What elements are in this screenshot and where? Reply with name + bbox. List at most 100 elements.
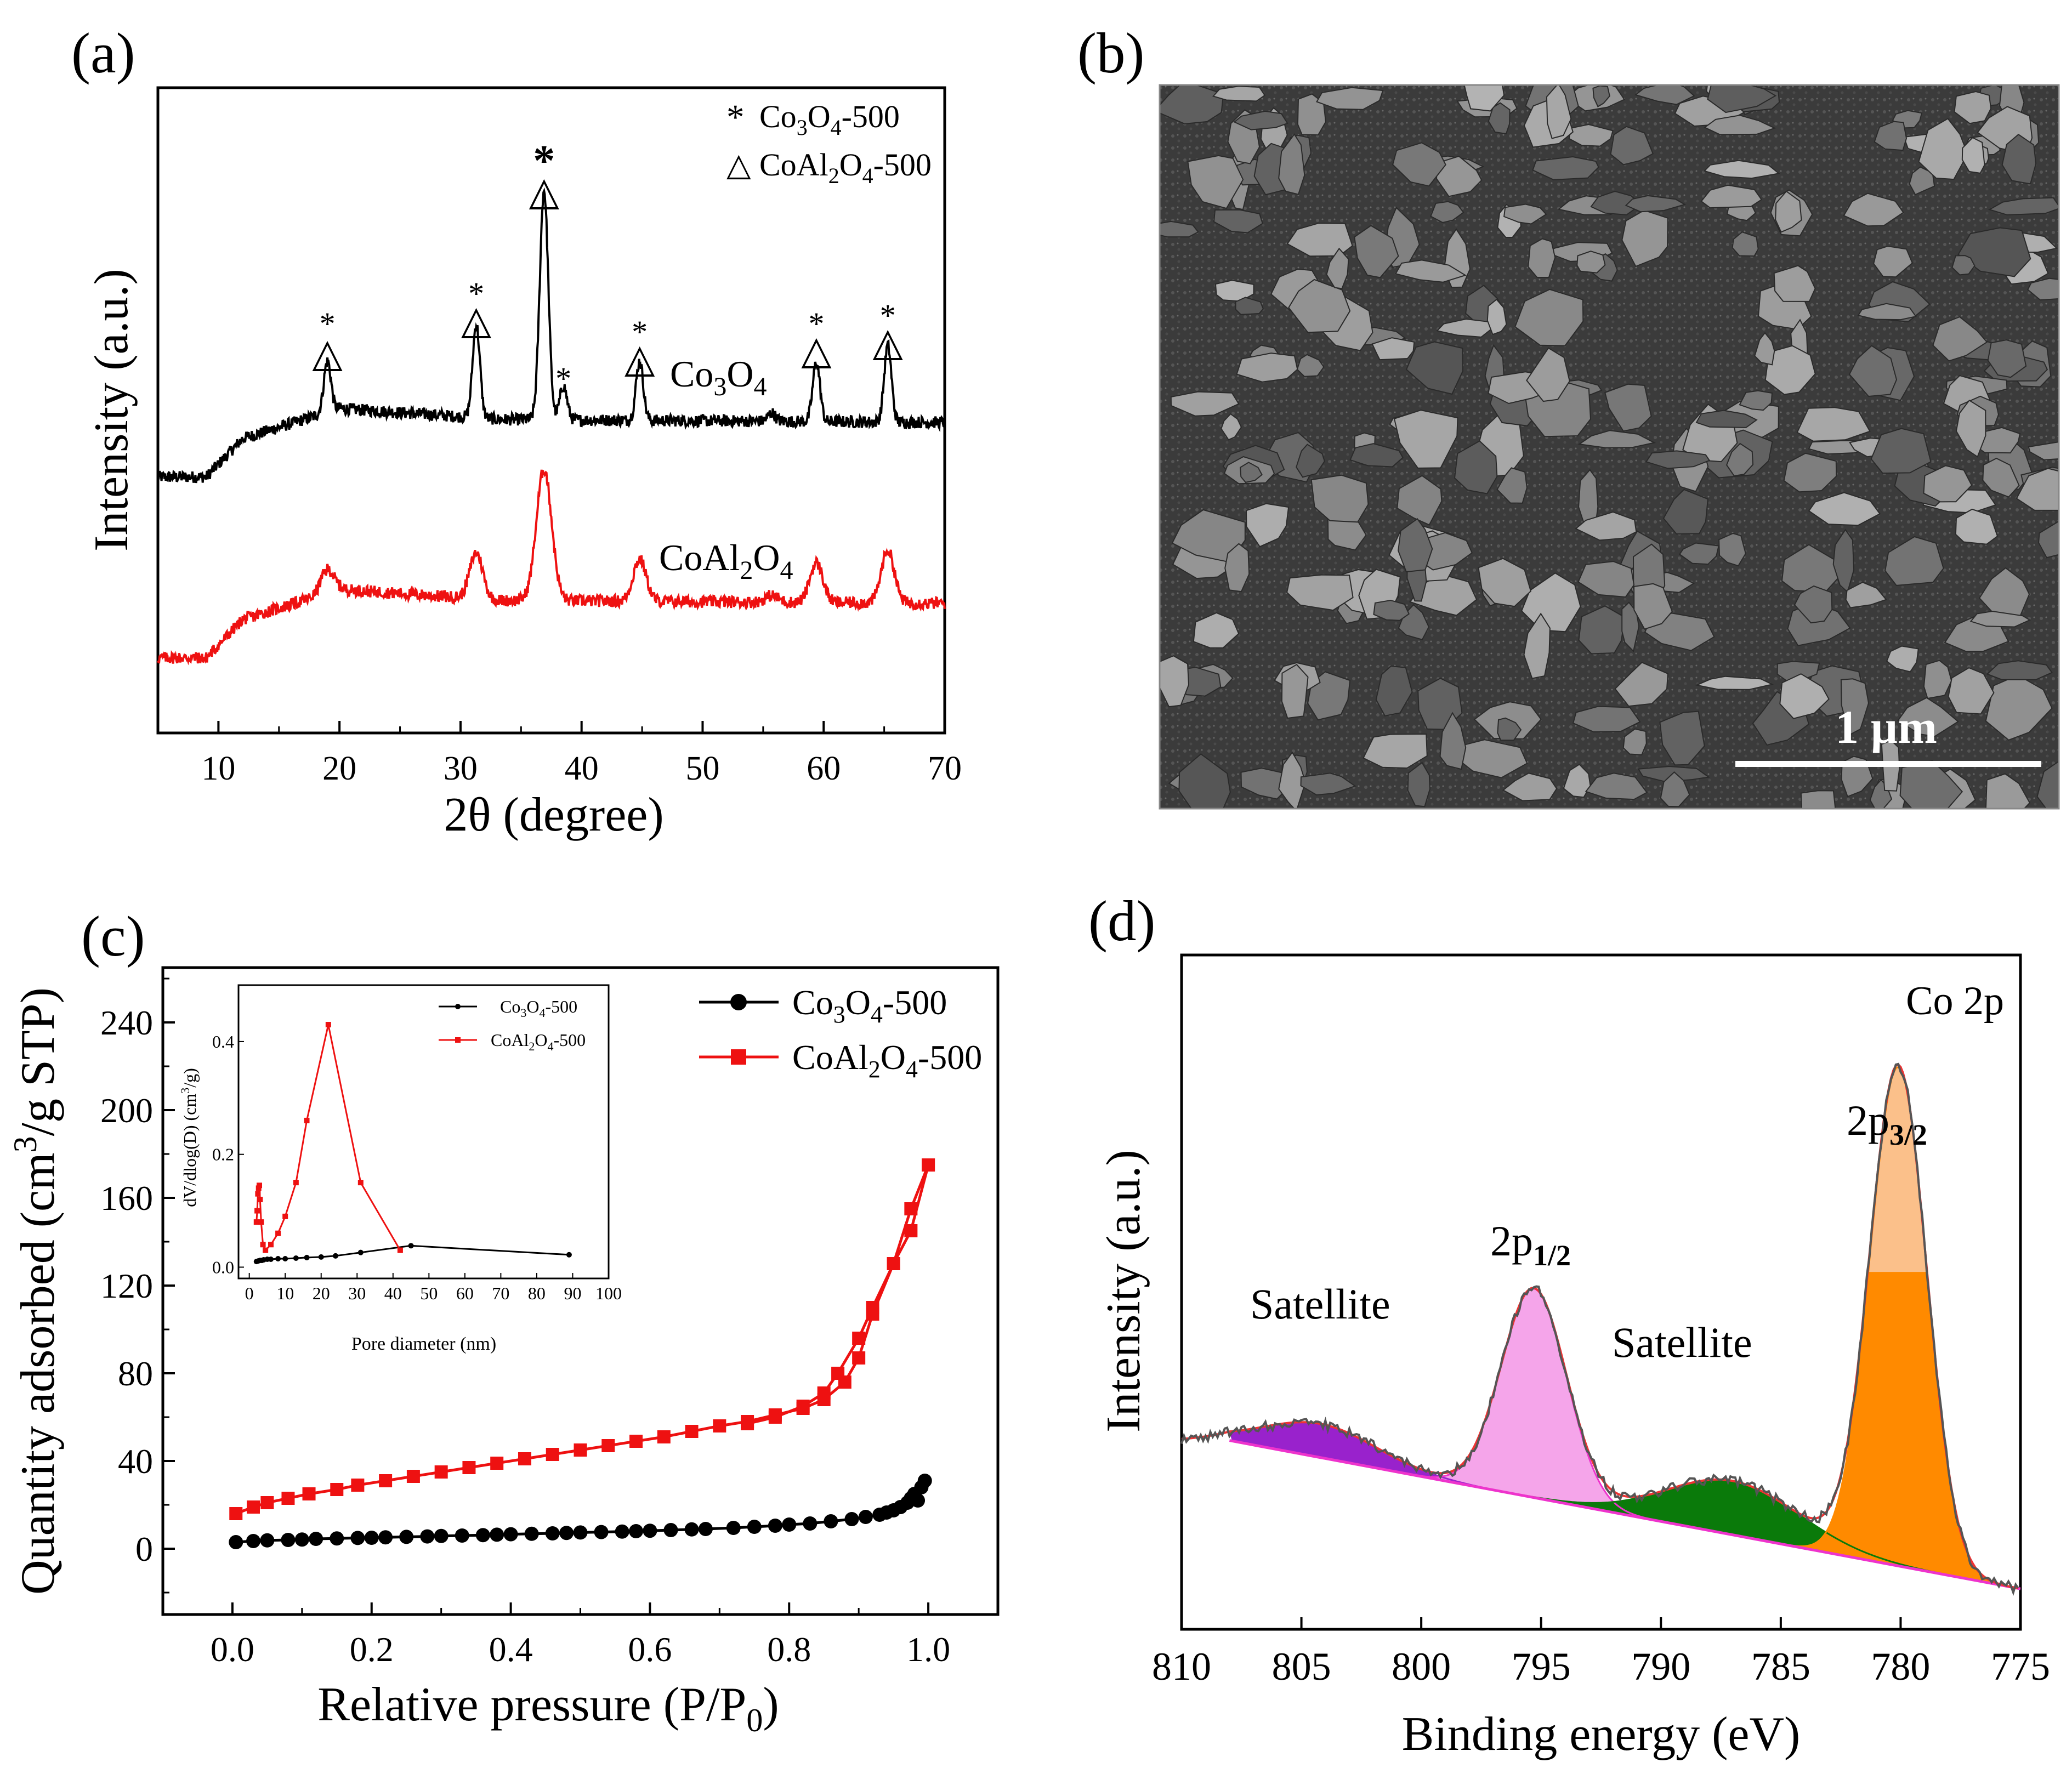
sem-particle (1621, 209, 1668, 268)
sem-particle (1808, 492, 1881, 526)
bet-point-coal2o4 (546, 1448, 559, 1461)
bet-y-tick-label: 240 (100, 1003, 153, 1042)
sem-particle (1793, 585, 1833, 624)
xrd-legend-label-co3o4: Co3O4-500 (759, 99, 900, 140)
bet-panel: (c) 0.0 0.2 0.4 0.6 0.8 1.004080120160200240 … (7, 904, 1000, 1738)
sem-particle (1704, 115, 1776, 135)
xrd-peak-triangle-marker: △ (873, 320, 904, 364)
bet-x-tick-label: 0.4 (489, 1630, 533, 1669)
bet-inset-point-coal2o4 (260, 1242, 266, 1248)
bet-inset-point-co3o4 (566, 1252, 572, 1258)
sem-particles (1160, 85, 2059, 809)
bet-x-tick-label: 0.2 (350, 1630, 394, 1669)
bet-point-coal2o4 (852, 1332, 866, 1345)
sem-particle (1954, 90, 1992, 124)
bet-legend-label-co3o4: Co3O4-500 (792, 983, 947, 1028)
sem-particle (1235, 297, 1264, 315)
sem-particle (1224, 543, 1250, 593)
sem-particle (1870, 428, 1932, 474)
bet-point-coal2o4 (741, 1417, 754, 1430)
sem-particle (1783, 452, 1837, 493)
sem-particle (1521, 572, 1581, 633)
xrd-panel: (a) 10 20 30 40 50 60 70 2θ (degree) Intensity… (71, 21, 962, 842)
sem-particle (1845, 581, 1887, 609)
sem-particle (1985, 674, 2053, 741)
bet-inset-legend-label-coal2o4: CoAl2O4-500 (491, 1030, 586, 1053)
bet-inset-x-tick-label: 50 (420, 1283, 438, 1303)
sem-particle (1439, 712, 1467, 770)
sem-particle (1622, 728, 1647, 755)
sem-particle (1221, 413, 1242, 441)
sem-particle (1886, 645, 1919, 673)
xps-component-fill-upper (1791, 1067, 2006, 1272)
xps-x-tick-label: 800 (1392, 1645, 1451, 1689)
sem-particle (1659, 710, 1705, 766)
bet-point-coal2o4 (817, 1386, 831, 1400)
bet-point-coal2o4 (406, 1470, 420, 1483)
bet-point-coal2o4 (887, 1257, 900, 1270)
sem-particle (1213, 209, 1263, 234)
sem-particle (1843, 192, 1904, 227)
bet-point-co3o4 (490, 1527, 504, 1542)
sem-particle (1523, 612, 1551, 679)
bet-point-coal2o4 (574, 1443, 587, 1457)
xps-component-fill (1791, 1067, 2006, 1587)
sem-particle (1923, 465, 1973, 503)
sem-particle (1233, 110, 1288, 130)
bet-point-coal2o4 (462, 1461, 476, 1474)
bet-inset-point-coal2o4 (357, 1180, 364, 1186)
sem-particle (1281, 663, 1309, 719)
sem-particle (1645, 450, 1711, 469)
sem-particle (2038, 521, 2059, 559)
sem-particle (1969, 610, 2031, 628)
bet-x-tick-label: 1.0 (906, 1630, 950, 1669)
xrd-series-coal2o4 (157, 469, 946, 666)
sem-particle (1278, 751, 1306, 809)
bet-inset-point-co3o4 (275, 1255, 281, 1261)
bet-point-coal2o4 (866, 1301, 879, 1314)
xrd-peak-star-marker: * (533, 137, 555, 185)
bet-point-coal2o4 (330, 1483, 344, 1496)
bet-point-co3o4 (858, 1510, 873, 1524)
sem-particle (1240, 462, 1263, 484)
sem-scale-bar-label: 1 µm (1835, 701, 1937, 753)
bet-point-coal2o4 (657, 1430, 671, 1443)
sem-particle (1278, 133, 1305, 195)
bet-inset-x-tick-label: 20 (313, 1283, 330, 1303)
bet-point-co3o4 (629, 1524, 644, 1538)
sem-particle (1373, 599, 1410, 621)
sem-particle (1577, 430, 1656, 448)
bet-inset-point-co3o4 (293, 1255, 299, 1261)
xps-title: Co 2p (1906, 979, 2004, 1024)
sem-particle (1662, 488, 1708, 535)
sem-particle (1918, 118, 1968, 180)
sem-particle (1590, 190, 1642, 215)
bet-inset-x-tick-label: 60 (456, 1283, 474, 1303)
bet-point-co3o4 (503, 1527, 518, 1542)
sem-particle (1310, 474, 1369, 523)
bet-inset-point-co3o4 (304, 1254, 310, 1260)
bet-x-tick-label: 0.6 (628, 1630, 672, 1669)
xrd-peak-star-marker: * (555, 361, 571, 396)
bet-inset-x-tick-label: 30 (348, 1283, 366, 1303)
bet-inset-point-coal2o4 (304, 1117, 310, 1123)
bet-point-co3o4 (246, 1534, 260, 1548)
bet-point-co3o4 (309, 1532, 323, 1546)
sem-particle (1502, 772, 1558, 801)
bet-inset-point-coal2o4 (268, 1242, 274, 1248)
xrd-x-tick-label: 40 (565, 750, 599, 787)
bet-inset-point-coal2o4 (325, 1022, 331, 1028)
xrd-peak-triangle-marker: △ (312, 331, 343, 375)
sem-particle (1873, 246, 1914, 278)
sem-particle (1961, 137, 1985, 174)
xps-component-fill (1229, 1422, 1532, 1497)
bet-point-coal2o4 (351, 1479, 365, 1492)
xps-x-tick-label: 795 (1512, 1645, 1571, 1689)
sem-particle (1170, 391, 1240, 417)
xrd-legend-label-coal2o4: CoAl2O4-500 (759, 147, 932, 188)
sem-particle (1884, 536, 1944, 586)
sem-scale-bar (1735, 761, 2041, 767)
sem-particle (1171, 509, 1246, 563)
sem-particle (1454, 440, 1498, 494)
sem-particle (1923, 660, 1952, 700)
